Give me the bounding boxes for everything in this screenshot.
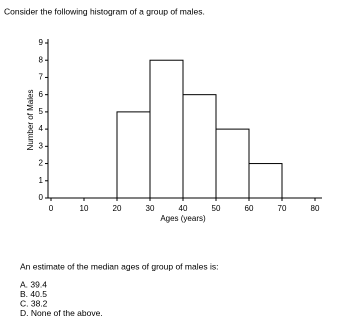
x-tick-label: 80 [311,204,320,213]
bar [182,94,217,199]
y-tick-label: 3 [39,141,44,150]
x-tick-label: 50 [212,204,221,213]
y-tick-label: 2 [39,159,44,168]
x-axis-label: Ages (years) [160,214,206,223]
y-tick-label: 5 [39,107,44,116]
y-tick-label: 9 [39,38,44,47]
x-tick-label: 30 [146,204,155,213]
bar [248,163,283,199]
y-tick-label: 1 [39,176,44,185]
x-tick-label: 40 [179,204,188,213]
bar [149,59,184,199]
bar [215,128,250,199]
y-tick-label: 0 [39,193,44,202]
y-tick-label: 8 [39,55,44,64]
option: A. 39.4 [20,279,47,289]
bar [116,111,151,199]
option: C. 38.2 [20,298,48,308]
x-tick-label: 70 [278,204,287,213]
option: D. None of the above. [20,308,103,318]
y-tick-label: 4 [39,124,44,133]
prompt: An estimate of the median ages of group … [20,261,218,271]
y-axis-label: Number of Males [26,90,35,151]
question: Consider the following histogram of a gr… [4,6,205,16]
option: B. 40.5 [20,289,47,299]
x-tick-label: 0 [49,204,54,213]
x-tick-label: 20 [113,204,122,213]
y-tick-label: 7 [39,73,44,82]
x-tick-label: 60 [245,204,254,213]
x-tick-label: 10 [80,204,89,213]
y-tick-label: 6 [39,90,44,99]
